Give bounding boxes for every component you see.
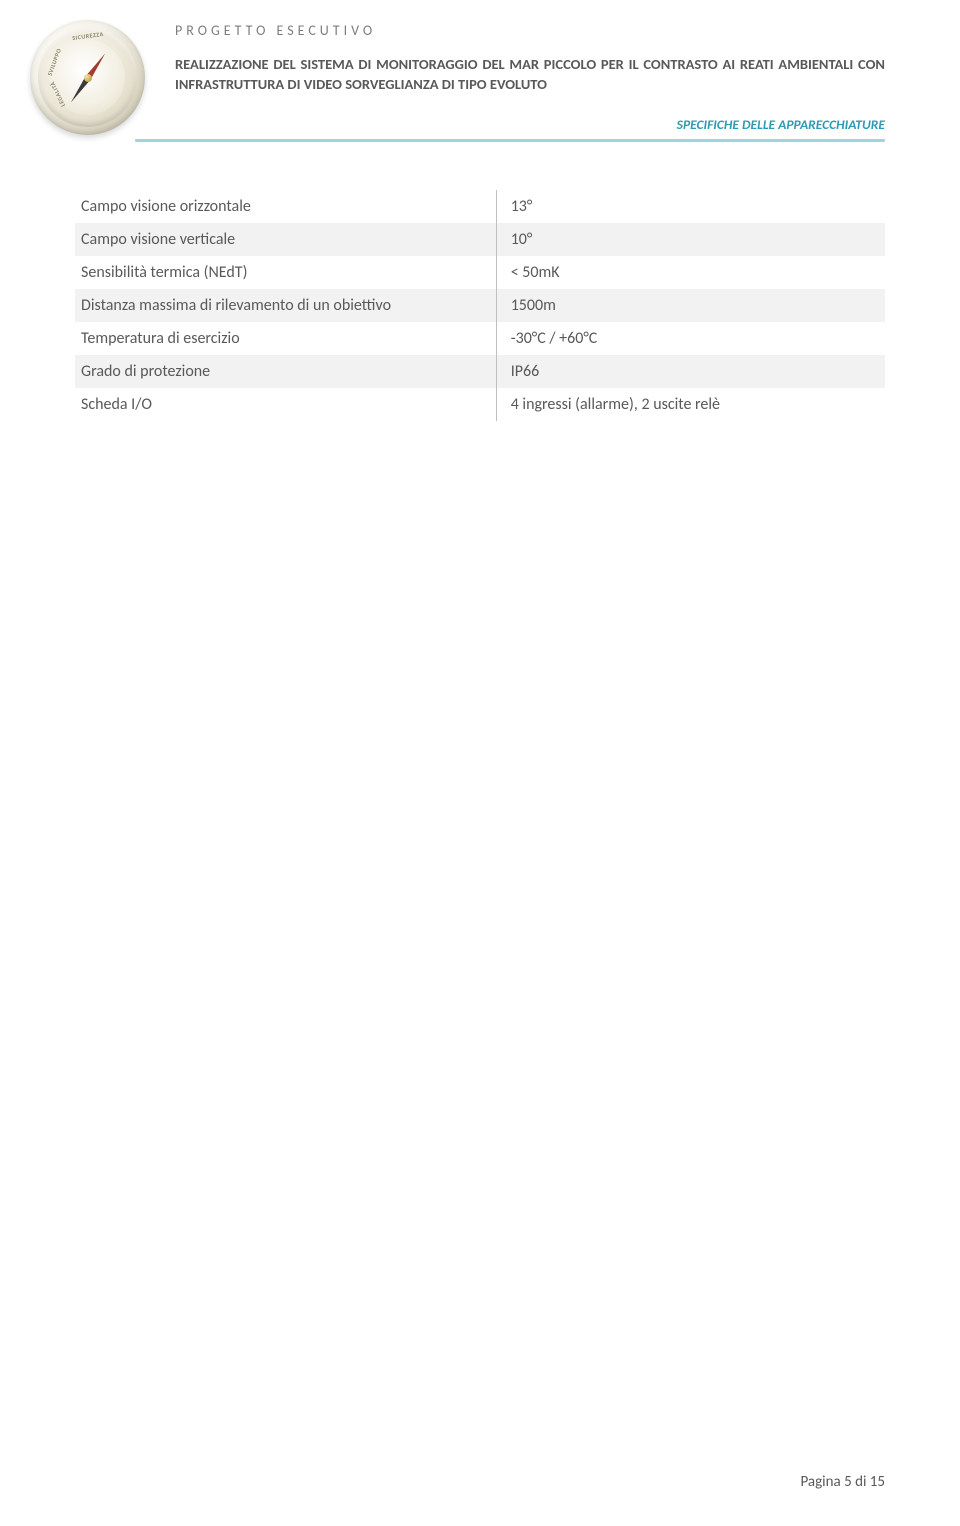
spec-value: 1500m (496, 289, 885, 322)
spec-label: Scheda I/O (75, 388, 496, 421)
content-region: Campo visione orizzontale13°Campo vision… (75, 190, 885, 421)
spec-label: Sensibilità termica (NEdT) (75, 256, 496, 289)
spec-value: 10° (496, 223, 885, 256)
spec-value: IP66 (496, 355, 885, 388)
header-divider (135, 139, 885, 142)
specifications-table: Campo visione orizzontale13°Campo vision… (75, 190, 885, 421)
spec-label: Campo visione orizzontale (75, 190, 496, 223)
table-row: Campo visione verticale10° (75, 223, 885, 256)
table-row: Distanza massima di rilevamento di un ob… (75, 289, 885, 322)
spec-label: Grado di protezione (75, 355, 496, 388)
spec-label: Campo visione verticale (75, 223, 496, 256)
table-row: Temperatura di esercizio-30°C / +60°C (75, 322, 885, 355)
compass-icon: SICUREZZA SVILUPPO LEGALITÀ (30, 20, 145, 135)
table-row: Sensibilità termica (NEdT)< 50mK (75, 256, 885, 289)
spec-value: -30°C / +60°C (496, 322, 885, 355)
spec-value: 13° (496, 190, 885, 223)
page-header: SICUREZZA SVILUPPO LEGALITÀ PROGETTO ESE… (75, 20, 885, 142)
section-subtitle: SPECIFICHE DELLE APPARECCHIATURE (175, 116, 885, 133)
spec-value: 4 ingressi (allarme), 2 uscite relè (496, 388, 885, 421)
table-row: Scheda I/O 4 ingressi (allarme), 2 uscit… (75, 388, 885, 421)
project-overline: PROGETTO ESECUTIVO (175, 22, 885, 39)
page-footer: Pagina 5 di 15 (801, 1473, 886, 1491)
spec-label: Temperatura di esercizio (75, 322, 496, 355)
project-title: REALIZZAZIONE DEL SISTEMA DI MONITORAGGI… (175, 55, 885, 94)
spec-label: Distanza massima di rilevamento di un ob… (75, 289, 496, 322)
table-row: Campo visione orizzontale13° (75, 190, 885, 223)
logo-container: SICUREZZA SVILUPPO LEGALITÀ (30, 20, 145, 135)
table-row: Grado di protezioneIP66 (75, 355, 885, 388)
header-text-block: PROGETTO ESECUTIVO REALIZZAZIONE DEL SIS… (175, 20, 885, 142)
spec-value: < 50mK (496, 256, 885, 289)
specifications-tbody: Campo visione orizzontale13°Campo vision… (75, 190, 885, 421)
document-page: SICUREZZA SVILUPPO LEGALITÀ PROGETTO ESE… (0, 0, 960, 1526)
